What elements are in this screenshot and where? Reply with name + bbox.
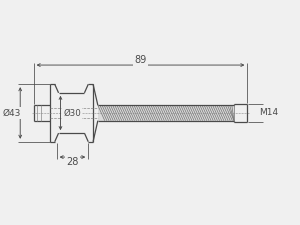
Text: 28: 28: [66, 157, 79, 167]
Text: Ø43: Ø43: [2, 108, 21, 117]
Text: 89: 89: [134, 55, 147, 65]
Bar: [98, 105, 234, 121]
Text: M14: M14: [259, 108, 278, 117]
Text: Ø30: Ø30: [63, 108, 81, 117]
